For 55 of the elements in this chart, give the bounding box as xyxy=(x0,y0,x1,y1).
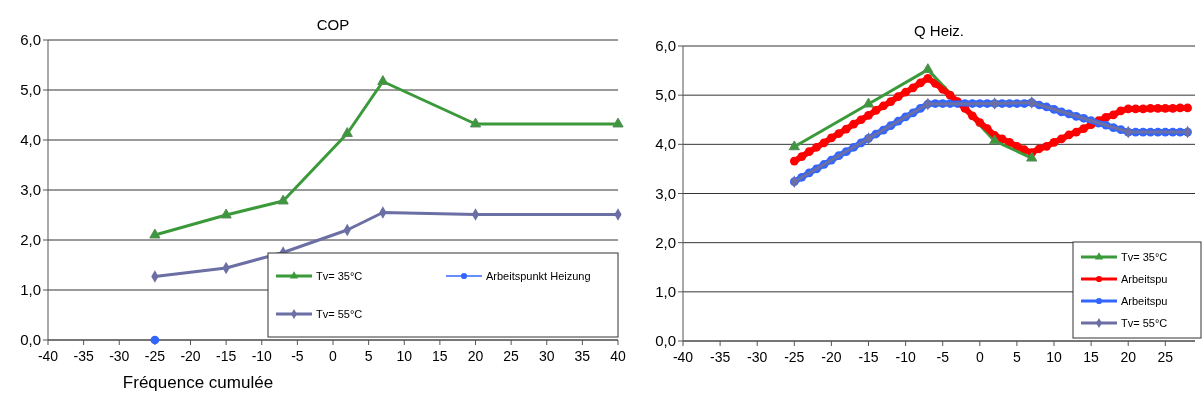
x-tick-label: -10 xyxy=(251,348,273,364)
x-tick-label: 15 xyxy=(1083,349,1100,365)
x-tick-label: 25 xyxy=(1157,349,1174,365)
legend-label: Arbeitspu xyxy=(1121,273,1168,285)
x-tick-label: -5 xyxy=(936,349,950,365)
x-tick-label: 20 xyxy=(467,348,484,364)
y-tick-label: 1,0 xyxy=(20,281,41,298)
y-tick-label: 1,0 xyxy=(655,282,676,300)
y-tick-label: 5,0 xyxy=(655,86,676,104)
y-tick-label: 2,0 xyxy=(655,233,676,251)
y-tick-label: 4,0 xyxy=(20,131,41,148)
x-tick-label: -20 xyxy=(180,348,201,364)
x-tick-label: 0 xyxy=(329,348,338,364)
legend-label: Tv= 55°C xyxy=(1121,317,1168,329)
y-tick-label: 0,0 xyxy=(655,332,676,349)
x-tick-label: -15 xyxy=(216,348,237,364)
legend-label: Tv= 35°C xyxy=(316,270,363,282)
x-tick-label: -30 xyxy=(109,348,130,364)
legend-label: Tv= 35°C xyxy=(1121,251,1168,263)
x-tick-label: -40 xyxy=(37,348,59,364)
x-tick-label: 10 xyxy=(396,348,413,364)
x-tick-label: -35 xyxy=(73,348,94,364)
x-tick-label: 15 xyxy=(432,348,448,364)
chart-title: Q Heiz. xyxy=(913,22,965,39)
x-tick-label: 40 xyxy=(610,348,626,364)
x-tick-label: 20 xyxy=(1120,349,1137,365)
x-tick-label: -25 xyxy=(784,349,805,365)
legend-label: Arbeitspu xyxy=(1121,295,1168,307)
x-tick-label: 5 xyxy=(1013,349,1022,365)
x-tick-label: 5 xyxy=(364,348,373,364)
x-tick-label: -30 xyxy=(747,349,768,365)
legend-label: Tv= 55°C xyxy=(316,308,363,320)
x-tick-label: 10 xyxy=(1046,349,1063,365)
chart-title: COP xyxy=(316,16,350,33)
x-tick-label: -20 xyxy=(821,349,842,365)
y-tick-label: 6,0 xyxy=(20,31,41,48)
y-tick-label: 4,0 xyxy=(655,135,676,153)
legend-label: Arbeitspunkt Heizung xyxy=(486,270,591,282)
x-tick-label: 30 xyxy=(538,348,555,364)
y-tick-label: 3,0 xyxy=(20,181,41,198)
x-tick-label: 0 xyxy=(975,349,984,365)
x-tick-label: -40 xyxy=(672,349,694,365)
x-tick-label: -15 xyxy=(858,349,879,365)
x-tick-label: -5 xyxy=(291,348,304,364)
x-tick-label: -35 xyxy=(709,349,731,365)
y-tick-label: 0,0 xyxy=(20,331,41,348)
y-tick-label: 5,0 xyxy=(20,81,41,98)
x-tick-label: -25 xyxy=(144,348,166,364)
y-tick-label: 3,0 xyxy=(655,184,676,202)
y-tick-label: 2,0 xyxy=(20,231,41,248)
x-axis-title: Fréquence cumulée xyxy=(122,373,274,392)
x-tick-label: -10 xyxy=(895,349,916,365)
x-tick-label: 35 xyxy=(574,348,591,364)
y-tick-label: 6,0 xyxy=(655,37,676,54)
x-tick-label: 25 xyxy=(503,348,520,364)
